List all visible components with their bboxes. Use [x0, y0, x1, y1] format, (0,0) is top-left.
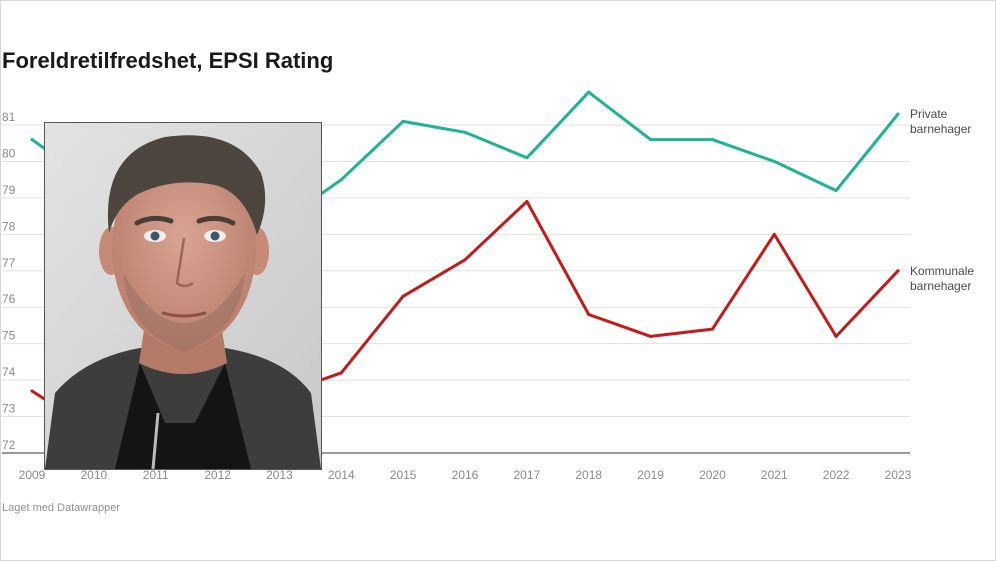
x-tick-label-2017: 2017	[514, 468, 541, 482]
data-point-1-2009	[30, 389, 34, 393]
data-point-1-2017	[525, 200, 529, 204]
x-tick-label-2020: 2020	[699, 468, 726, 482]
y-tick-label-80: 80	[2, 146, 16, 160]
y-tick-label-76: 76	[2, 292, 16, 306]
y-tick-label-78: 78	[2, 219, 16, 233]
data-point-1-2016	[463, 258, 467, 262]
data-point-1-2023	[896, 269, 900, 273]
data-point-1-2019	[649, 334, 653, 338]
chart-title: Foreldretilfredshet, EPSI Rating	[2, 48, 334, 73]
data-point-0-2021	[772, 159, 776, 163]
data-point-0-2023	[896, 112, 900, 116]
portrait-image	[45, 123, 321, 469]
data-point-0-2019	[649, 138, 653, 142]
y-tick-label-81: 81	[2, 110, 16, 124]
data-point-1-2014	[339, 371, 343, 375]
y-axis-ticks: 72 73 74 75 76 77 78 79 80 81	[2, 110, 16, 452]
y-tick-label-73: 73	[2, 402, 16, 416]
data-point-1-2015	[401, 294, 405, 298]
portrait-photo	[44, 122, 322, 470]
series-label-0-line-1: barnehager	[910, 122, 971, 136]
x-tick-label-2014: 2014	[328, 468, 355, 482]
data-point-1-2020	[710, 327, 714, 331]
y-tick-label-74: 74	[2, 365, 16, 379]
data-point-0-2016	[463, 130, 467, 134]
data-point-1-2022	[834, 334, 838, 338]
data-point-0-2015	[401, 119, 405, 123]
x-tick-label-2013: 2013	[266, 468, 293, 482]
x-tick-label-2010: 2010	[81, 468, 108, 482]
data-point-0-2020	[710, 138, 714, 142]
series-label-1-line-0: Kommunale	[910, 264, 974, 278]
data-point-0-2022	[834, 189, 838, 193]
x-tick-label-2016: 2016	[452, 468, 479, 482]
data-point-0-2017	[525, 156, 529, 160]
x-axis-ticks: 2009 2010 2011 2012 2013 2014 2015 2016 2017 2018…	[19, 468, 912, 482]
x-tick-label-2021: 2021	[761, 468, 788, 482]
series-label-0-line-0: Private	[910, 107, 948, 121]
x-tick-label-2011: 2011	[143, 468, 169, 482]
y-tick-label-72: 72	[2, 438, 16, 452]
x-tick-label-2015: 2015	[390, 468, 417, 482]
y-tick-label-77: 77	[2, 256, 16, 270]
series-label-1-line-1: barnehager	[910, 279, 971, 293]
data-point-1-2018	[587, 313, 591, 317]
x-tick-label-2012: 2012	[204, 468, 231, 482]
footer-credit: Laget med Datawrapper	[2, 502, 121, 514]
x-tick-label-2023: 2023	[885, 468, 912, 482]
data-point-0-2014	[339, 178, 343, 182]
y-tick-label-79: 79	[2, 183, 16, 197]
x-tick-label-2018: 2018	[575, 468, 602, 482]
x-tick-label-2022: 2022	[823, 468, 850, 482]
y-tick-label-75: 75	[2, 329, 16, 343]
x-tick-label-2009: 2009	[19, 468, 46, 482]
data-point-1-2021	[772, 232, 776, 236]
data-point-0-2018	[587, 90, 591, 94]
x-tick-label-2019: 2019	[637, 468, 664, 482]
data-point-0-2009	[30, 138, 34, 142]
